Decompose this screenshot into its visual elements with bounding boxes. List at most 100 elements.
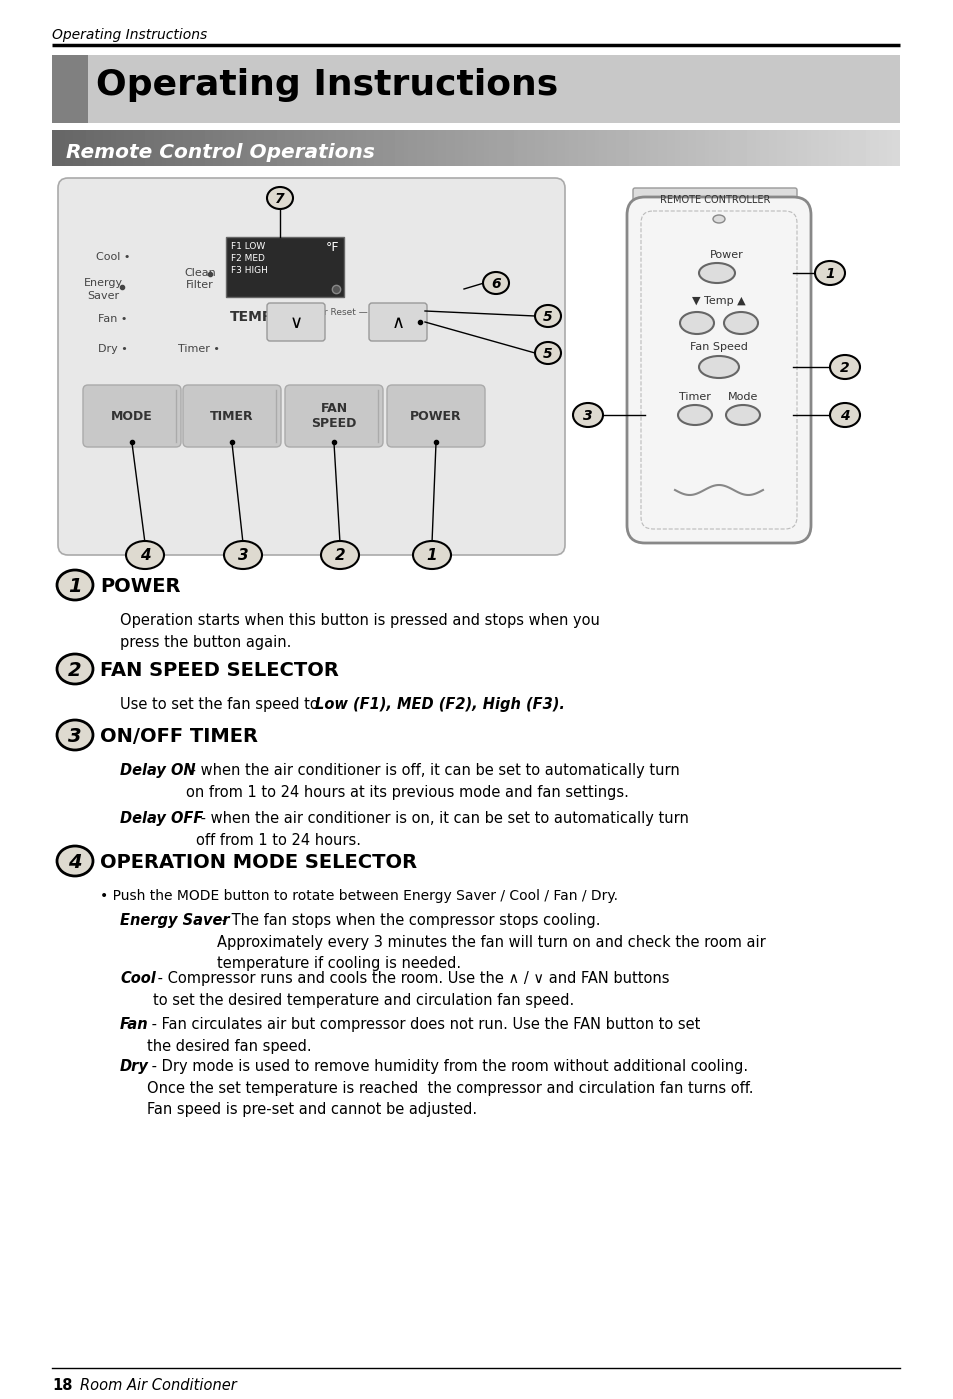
Text: - Compressor runs and cools the room. Use the ∧ / ∨ and FAN buttons
to set the d: - Compressor runs and cools the room. Us… — [152, 971, 669, 1007]
Text: Low (F1), MED (F2), High (F3).: Low (F1), MED (F2), High (F3). — [314, 697, 564, 712]
Text: °F: °F — [325, 241, 338, 255]
Ellipse shape — [678, 404, 711, 425]
Text: Dry: Dry — [120, 1059, 149, 1074]
Text: Room Air Conditioner: Room Air Conditioner — [80, 1378, 236, 1393]
Text: Filter: Filter — [186, 280, 213, 290]
Text: Power: Power — [709, 250, 743, 260]
Text: — Filter Reset —: — Filter Reset — — [293, 308, 367, 318]
Text: Operation starts when this button is pressed and stops when you
press the button: Operation starts when this button is pre… — [120, 613, 599, 649]
Ellipse shape — [573, 403, 602, 427]
Text: 2: 2 — [68, 660, 82, 680]
Text: OPERATION MODE SELECTOR: OPERATION MODE SELECTOR — [100, 853, 416, 872]
Text: Operating Instructions: Operating Instructions — [52, 28, 207, 42]
Text: Fan Speed: Fan Speed — [689, 341, 747, 353]
Text: 5: 5 — [542, 347, 552, 361]
Text: - when the air conditioner is off, it can be set to automatically turn
on from 1: - when the air conditioner is off, it ca… — [186, 762, 679, 800]
Text: Fan •: Fan • — [98, 313, 128, 325]
FancyBboxPatch shape — [226, 236, 344, 297]
Text: 3: 3 — [68, 726, 82, 746]
Ellipse shape — [57, 720, 92, 750]
FancyBboxPatch shape — [285, 385, 382, 448]
Text: Fan: Fan — [120, 1017, 149, 1032]
Text: Dry •: Dry • — [98, 344, 128, 354]
FancyBboxPatch shape — [626, 197, 810, 543]
Text: 4: 4 — [68, 852, 82, 872]
Text: TIMER: TIMER — [210, 410, 253, 422]
Ellipse shape — [723, 312, 758, 334]
Ellipse shape — [57, 846, 92, 876]
Text: - when the air conditioner is on, it can be set to automatically turn
off from 1: - when the air conditioner is on, it can… — [195, 811, 688, 848]
Text: • Push the MODE button to rotate between Energy Saver / Cool / Fan / Dry.: • Push the MODE button to rotate between… — [100, 888, 618, 902]
Ellipse shape — [699, 355, 739, 378]
Text: ▼ Temp ▲: ▼ Temp ▲ — [692, 297, 745, 306]
Text: FAN
SPEED: FAN SPEED — [311, 402, 356, 429]
Text: Timer: Timer — [679, 392, 710, 402]
Text: Mode: Mode — [727, 392, 758, 402]
Ellipse shape — [814, 262, 844, 285]
Text: Delay ON: Delay ON — [120, 762, 195, 778]
Text: ON/OFF TIMER: ON/OFF TIMER — [100, 727, 257, 746]
Text: 2: 2 — [840, 361, 849, 375]
FancyBboxPatch shape — [52, 55, 899, 123]
FancyBboxPatch shape — [183, 385, 281, 448]
Text: 4: 4 — [840, 409, 849, 422]
Text: 5: 5 — [542, 311, 552, 325]
FancyBboxPatch shape — [58, 178, 564, 555]
Text: 2: 2 — [335, 548, 345, 564]
Text: 7: 7 — [274, 192, 285, 206]
Text: Operating Instructions: Operating Instructions — [96, 69, 558, 102]
Ellipse shape — [829, 403, 859, 427]
Text: ∧: ∧ — [391, 313, 404, 332]
Ellipse shape — [224, 541, 262, 569]
Text: Delay OFF: Delay OFF — [120, 811, 203, 825]
Ellipse shape — [57, 569, 92, 600]
Text: Use to set the fan speed to: Use to set the fan speed to — [120, 697, 323, 712]
Text: F1 LOW
F2 MED
F3 HIGH: F1 LOW F2 MED F3 HIGH — [231, 242, 268, 274]
Text: POWER: POWER — [100, 576, 180, 596]
Ellipse shape — [482, 271, 509, 294]
FancyBboxPatch shape — [267, 304, 325, 341]
Ellipse shape — [699, 263, 734, 283]
Ellipse shape — [535, 341, 560, 364]
Text: Timer •: Timer • — [178, 344, 219, 354]
Ellipse shape — [413, 541, 451, 569]
Text: Remote Control Operations: Remote Control Operations — [66, 143, 375, 161]
Ellipse shape — [57, 653, 92, 684]
Text: - Dry mode is used to remove humidity from the room without additional cooling.
: - Dry mode is used to remove humidity fr… — [147, 1059, 753, 1118]
FancyBboxPatch shape — [83, 385, 181, 448]
FancyBboxPatch shape — [52, 55, 88, 123]
FancyBboxPatch shape — [633, 187, 796, 213]
Text: Cool: Cool — [120, 971, 155, 986]
Text: 3: 3 — [237, 548, 248, 564]
Text: TEMP: TEMP — [230, 311, 273, 325]
Text: - The fan stops when the compressor stops cooling.
Approximately every 3 minutes: - The fan stops when the compressor stop… — [216, 914, 765, 971]
Text: 1: 1 — [824, 267, 834, 281]
Text: 1: 1 — [426, 548, 436, 564]
Text: 6: 6 — [491, 277, 500, 291]
Text: Cool •: Cool • — [95, 252, 130, 262]
Text: 18: 18 — [52, 1378, 72, 1393]
Text: Clean: Clean — [184, 269, 215, 278]
Text: MODE: MODE — [111, 410, 152, 422]
Ellipse shape — [320, 541, 358, 569]
FancyBboxPatch shape — [369, 304, 427, 341]
Text: Energy Saver: Energy Saver — [120, 914, 230, 928]
Text: - Fan circulates air but compressor does not run. Use the FAN button to set
the : - Fan circulates air but compressor does… — [147, 1017, 700, 1053]
Text: 4: 4 — [139, 548, 151, 564]
Text: Energy: Energy — [83, 278, 122, 288]
Ellipse shape — [712, 215, 724, 222]
Ellipse shape — [535, 305, 560, 327]
Text: POWER: POWER — [410, 410, 461, 422]
Text: 3: 3 — [582, 409, 592, 422]
Text: ∨: ∨ — [289, 313, 302, 332]
Ellipse shape — [725, 404, 760, 425]
Text: 1: 1 — [68, 576, 82, 596]
Ellipse shape — [126, 541, 164, 569]
Ellipse shape — [829, 355, 859, 379]
Text: FAN SPEED SELECTOR: FAN SPEED SELECTOR — [100, 660, 338, 680]
FancyBboxPatch shape — [387, 385, 484, 448]
Text: Saver: Saver — [87, 291, 119, 301]
Text: REMOTE CONTROLLER: REMOTE CONTROLLER — [659, 194, 769, 206]
Ellipse shape — [267, 187, 293, 208]
Ellipse shape — [679, 312, 713, 334]
